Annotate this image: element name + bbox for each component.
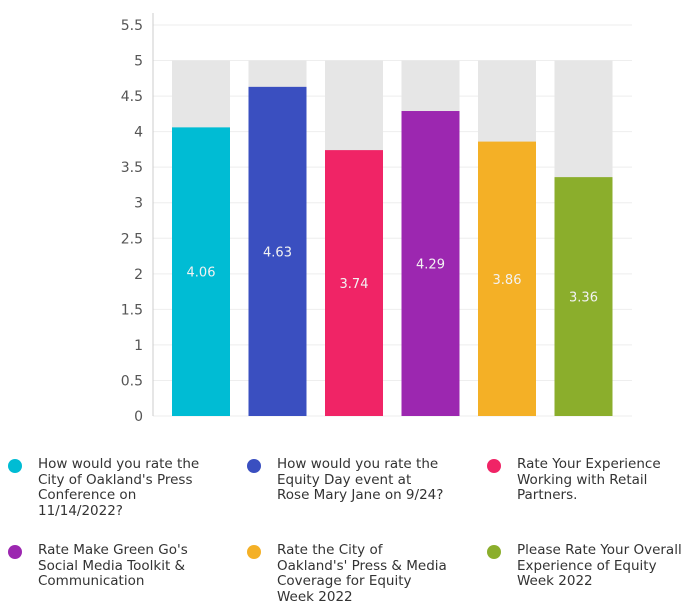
bar-value-label: 4.29 <box>416 258 445 273</box>
bar[interactable] <box>401 111 460 417</box>
bars <box>172 60 613 417</box>
y-tick-label: 5.5 <box>121 18 143 34</box>
legend-label: How would you rate the Equity Day event … <box>277 456 444 503</box>
legend-label: How would you rate the City of Oakland's… <box>38 456 200 519</box>
y-tick-label: 4 <box>134 125 143 141</box>
bar-value-label: 4.06 <box>187 266 216 281</box>
y-tick-label: 5 <box>134 54 143 70</box>
y-tick-label: 4.5 <box>121 89 143 105</box>
legend-swatch <box>8 459 22 473</box>
bar-value-label: 4.63 <box>263 245 292 260</box>
bar[interactable] <box>325 150 383 416</box>
bar-chart: 0 0.5 1 1.5 2 2.5 3 3.5 4 4.5 5 5.5 4.06 4.63 3.74 4.2… <box>121 13 632 425</box>
bar[interactable] <box>554 177 613 416</box>
y-tick-label: 3 <box>134 196 143 212</box>
legend-item[interactable]: Rate Make Green Go's Social Media Toolki… <box>8 542 208 590</box>
y-tick-label: 2 <box>134 267 143 283</box>
y-tick-label: 1 <box>134 338 143 354</box>
bar-value-label: 3.86 <box>493 273 522 288</box>
gridlines <box>153 24 632 417</box>
y-tick-label: 0 <box>134 409 143 425</box>
legend-item[interactable]: How would you rate the Equity Day event … <box>247 456 447 504</box>
legend-swatch <box>247 459 261 473</box>
bar[interactable] <box>248 86 307 416</box>
y-axis: 0 0.5 1 1.5 2 2.5 3 3.5 4 4.5 5 5.5 <box>121 13 154 425</box>
bar-value-label: 3.74 <box>340 277 369 292</box>
legend-swatch <box>247 545 261 559</box>
y-tick-label: 0.5 <box>121 373 143 389</box>
legend-label: Please Rate Your Overall Experience of E… <box>517 542 682 589</box>
y-tick-label: 2.5 <box>121 231 143 247</box>
legend-item[interactable]: Please Rate Your Overall Experience of E… <box>487 542 687 590</box>
legend-label: Rate Make Green Go's Social Media Toolki… <box>38 542 188 589</box>
bar-value-label: 3.36 <box>569 291 598 306</box>
legend-label: Rate the City of Oakland's' Press & Medi… <box>277 542 447 605</box>
legend-swatch <box>487 459 501 473</box>
legend-item[interactable]: Rate the City of Oakland's' Press & Medi… <box>247 542 447 605</box>
bar[interactable] <box>172 127 230 416</box>
y-tick-label: 1.5 <box>121 302 143 318</box>
legend-item[interactable]: Rate Your Experience Working with Retail… <box>487 456 687 504</box>
legend-item[interactable]: How would you rate the City of Oakland's… <box>8 456 208 519</box>
legend: How would you rate the City of Oakland's… <box>0 450 688 608</box>
bar[interactable] <box>478 141 536 416</box>
legend-label: Rate Your Experience Working with Retail… <box>517 456 661 503</box>
data-labels: 4.06 4.63 3.74 4.29 3.86 3.36 <box>187 245 598 305</box>
y-tick-label: 3.5 <box>121 160 143 176</box>
legend-swatch <box>8 545 22 559</box>
legend-swatch <box>487 545 501 559</box>
